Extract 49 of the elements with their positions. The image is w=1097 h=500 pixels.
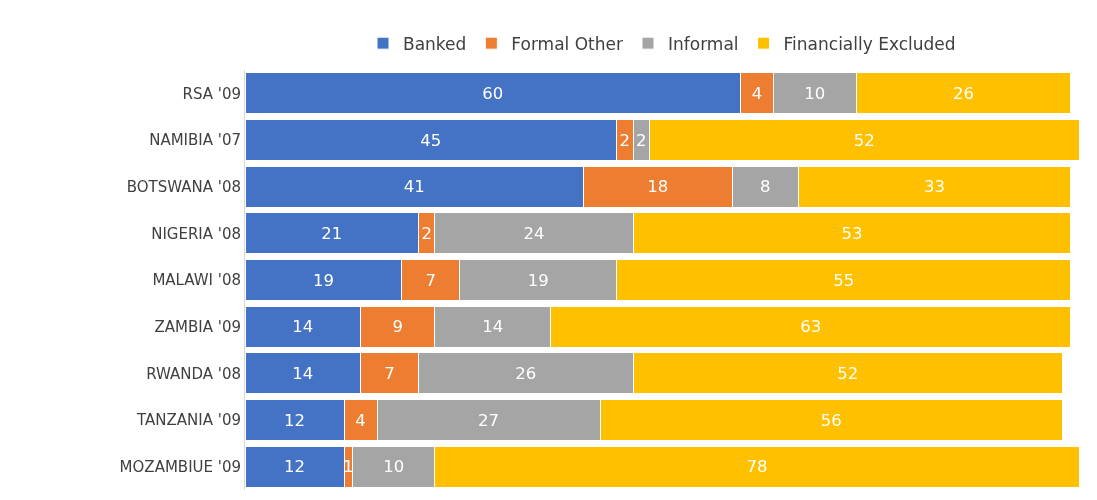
- y-tick-label: ZAMBIA '09: [154, 317, 241, 336]
- legend-label: Formal Other: [511, 33, 623, 54]
- y-tick-label: NAMIBIA '07: [149, 131, 241, 150]
- data-label: 12: [284, 410, 306, 430]
- y-tick-label: RWANDA '08: [146, 364, 241, 383]
- data-label: 26: [952, 84, 974, 104]
- data-label: 14: [482, 317, 504, 337]
- data-label: 1: [342, 457, 354, 477]
- data-label: 19: [312, 270, 334, 290]
- data-label: 14: [292, 364, 314, 384]
- data-label: 4: [751, 84, 763, 104]
- data-label: 27: [478, 410, 500, 430]
- legend-label: Financially Excluded: [783, 33, 956, 54]
- data-label: 26: [515, 364, 537, 384]
- legend-label: Banked: [403, 33, 467, 54]
- y-tick-label: RSA '09: [182, 84, 241, 103]
- data-label: 33: [923, 177, 945, 197]
- data-label: 8: [759, 177, 771, 197]
- y-tick-label: BOTSWANA '08: [126, 177, 241, 196]
- data-label: 19: [527, 270, 549, 290]
- data-label: 10: [383, 457, 405, 477]
- data-label: 52: [853, 130, 875, 150]
- data-label: 4: [355, 410, 366, 430]
- y-tick-label: MALAWI '08: [152, 271, 241, 290]
- data-label: 7: [425, 270, 437, 290]
- data-label: 9: [392, 317, 404, 337]
- data-label: 60: [482, 84, 504, 104]
- data-label: 18: [647, 177, 669, 197]
- data-label: 21: [321, 224, 343, 244]
- data-label: 53: [841, 224, 863, 244]
- data-label: 24: [523, 224, 545, 244]
- data-label: 56: [820, 410, 842, 430]
- legend-label: Informal: [667, 33, 739, 54]
- data-label: 12: [284, 457, 306, 477]
- data-label: 63: [800, 317, 822, 337]
- data-label: 45: [420, 130, 442, 150]
- data-label: 55: [833, 270, 855, 290]
- y-tick-label: NIGERIA '08: [151, 224, 241, 243]
- data-label: 7: [384, 364, 395, 384]
- data-label: 10: [804, 84, 826, 104]
- y-tick-label: TANZANIA '09: [136, 411, 241, 430]
- data-label: 2: [421, 224, 432, 244]
- data-label: 78: [746, 457, 768, 477]
- y-tick-label: MOZAMBIUE '09: [119, 457, 241, 476]
- data-label: 52: [837, 364, 859, 384]
- data-label: 2: [636, 130, 647, 150]
- data-label: 41: [403, 177, 425, 197]
- data-label: 2: [619, 130, 631, 150]
- data-label: 14: [292, 317, 314, 337]
